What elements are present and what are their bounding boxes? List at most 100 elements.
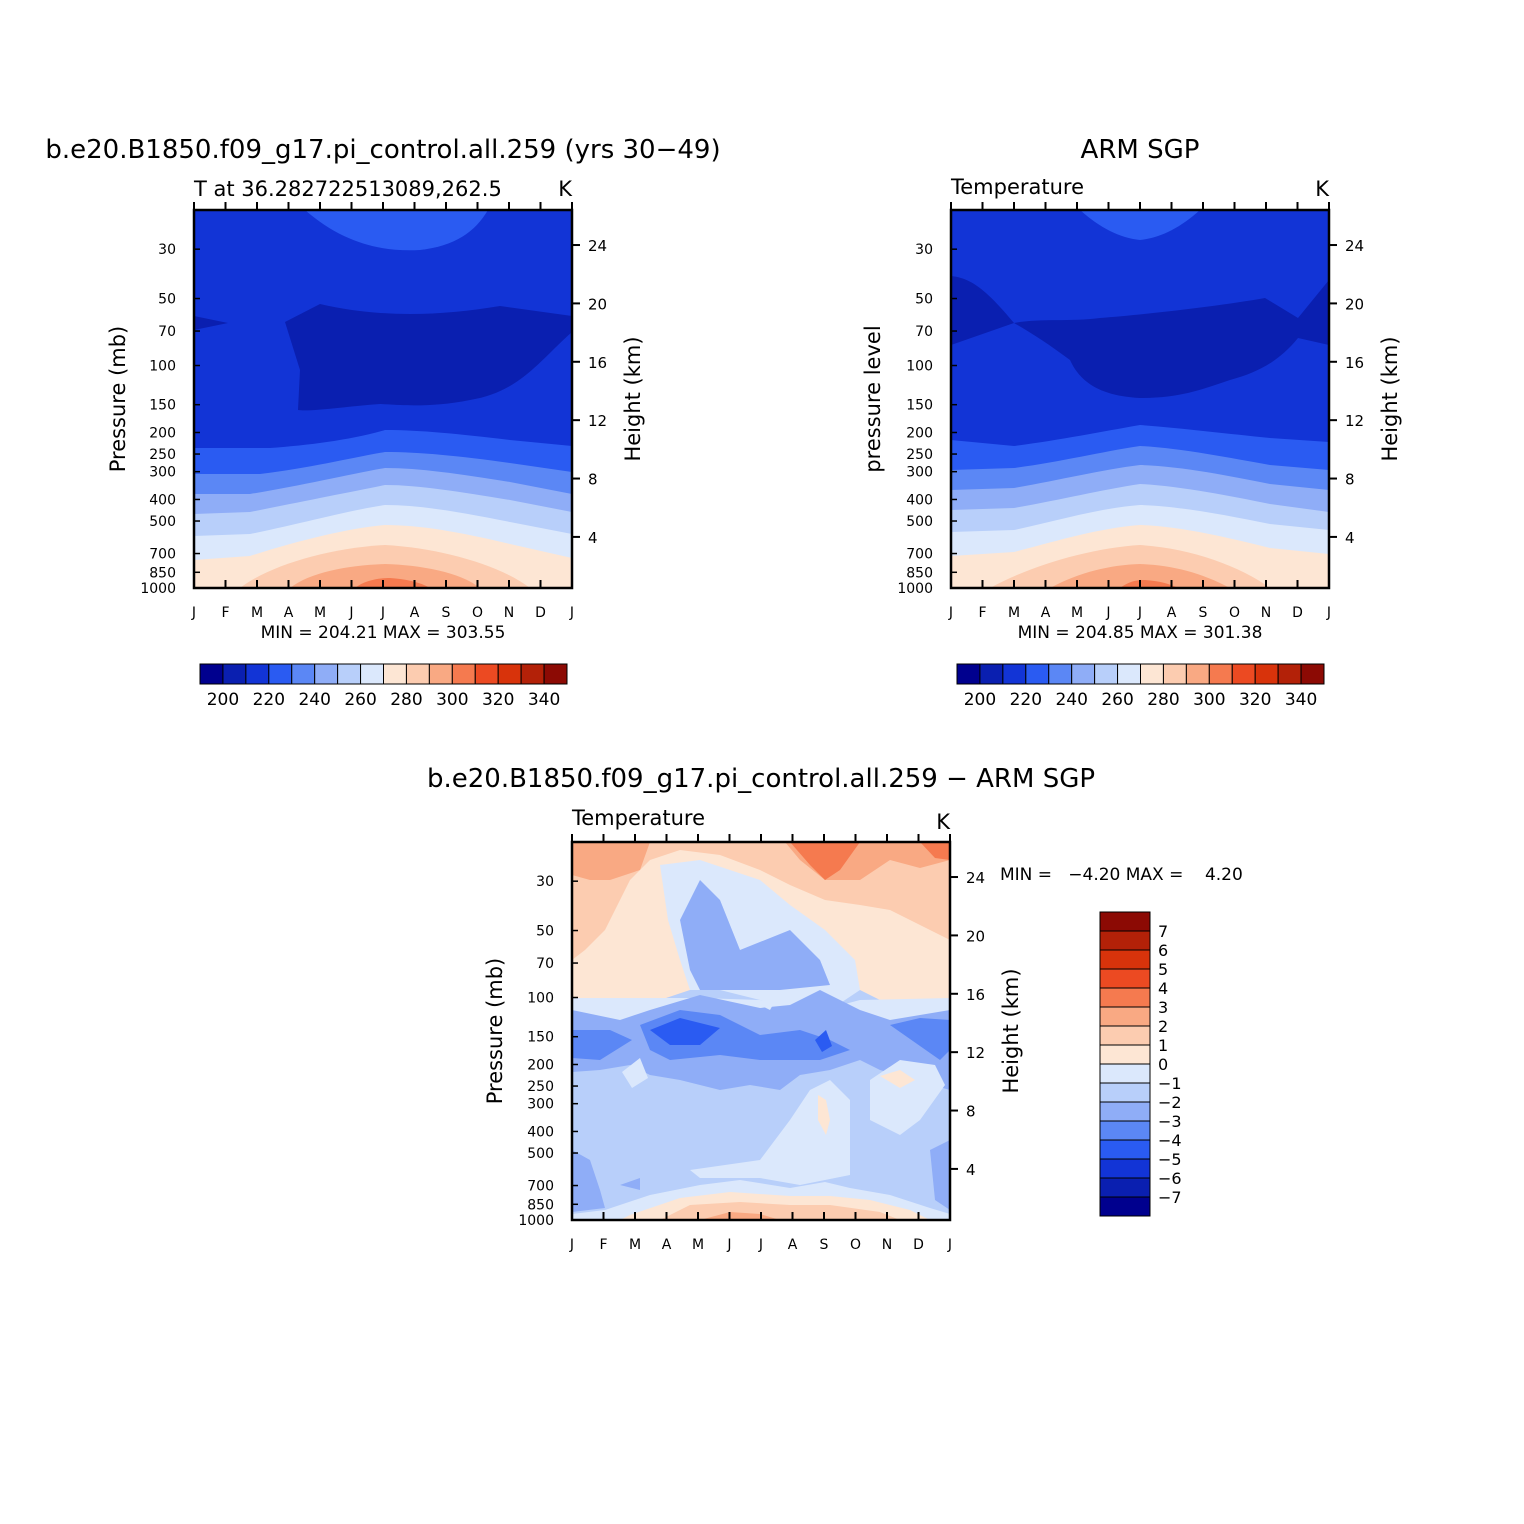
colorbar-box — [291, 663, 316, 685]
x-tick-label: A — [284, 605, 294, 621]
y-tick-label: 850 — [149, 565, 176, 581]
x-tick-label: N — [882, 1237, 892, 1253]
obs-units: K — [1315, 177, 1330, 201]
x-tick-label: S — [1199, 605, 1208, 621]
x-tick-label: M — [251, 605, 263, 621]
colorbar-box — [1140, 663, 1164, 685]
x-tick-label: A — [662, 1237, 672, 1253]
colorbar-box — [1099, 1158, 1151, 1179]
colorbar-label: −4 — [1158, 1131, 1182, 1150]
x-tick-label: F — [221, 605, 229, 621]
y-tick-label: 50 — [536, 924, 554, 940]
colorbar-label: 6 — [1158, 941, 1168, 960]
colorbar-label: 4 — [1158, 979, 1168, 998]
x-tick-label: J — [1105, 605, 1110, 621]
colorbar-box — [1185, 663, 1210, 685]
colorbar-box — [1117, 663, 1141, 685]
colorbar-label: 3 — [1158, 998, 1168, 1017]
colorbar-label: 320 — [1239, 690, 1271, 710]
colorbar-box — [1099, 911, 1151, 932]
y-tick-label: 1000 — [897, 581, 933, 597]
y-tick-label: 200 — [906, 425, 933, 441]
diff-band-lower-warm0 — [572, 1060, 950, 1220]
diff-axis-ticks: J F M A M J J A S O N D J 30 50 70 100 150 200 250 300 400 500… — [518, 834, 985, 1253]
colorbar-box — [1231, 663, 1256, 685]
colorbar-box — [1025, 663, 1050, 685]
y-right-tick-label: 4 — [966, 1161, 976, 1179]
x-tick-label: M — [692, 1237, 704, 1253]
colorbar-box — [1162, 663, 1187, 685]
model-left-subtitle: T at 36.282722513089,262.5 — [193, 177, 502, 201]
y-tick-label: 850 — [906, 565, 933, 581]
y-tick-label: 50 — [915, 292, 933, 308]
x-tick-label: S — [820, 1237, 829, 1253]
y-tick-label: 100 — [527, 991, 554, 1007]
colorbar-box — [268, 663, 293, 685]
colorbar-label: 240 — [1055, 690, 1087, 710]
x-tick-label: J — [191, 605, 196, 621]
colorbar-box — [1099, 1044, 1151, 1065]
colorbar-box — [1277, 663, 1302, 685]
y-tick-label: 100 — [149, 359, 176, 375]
colorbar-box — [1048, 663, 1073, 685]
x-tick-label: N — [1261, 605, 1271, 621]
y-tick-label: 150 — [527, 1030, 554, 1046]
model-ylabel: Pressure (mb) — [106, 326, 130, 473]
y-tick-label: 200 — [527, 1057, 554, 1073]
x-tick-label: J — [758, 1237, 763, 1253]
colorbar-label: 0 — [1158, 1055, 1168, 1074]
model-colorbar: 200 220 240 260 280 300 320 340 — [199, 663, 568, 710]
x-tick-label: D — [1292, 605, 1303, 621]
x-tick-label: S — [442, 605, 451, 621]
x-tick-label: O — [1229, 605, 1240, 621]
obs-colorbar: 200 220 240 260 280 300 320 340 — [956, 663, 1325, 710]
y-tick-label: 200 — [149, 425, 176, 441]
colorbar-label: −2 — [1158, 1093, 1182, 1112]
diff-contour-fill — [572, 842, 950, 1220]
x-tick-label: A — [1041, 605, 1051, 621]
x-tick-label: M — [314, 605, 326, 621]
obs-contour-fill — [951, 210, 1329, 588]
y-tick-label: 30 — [536, 874, 554, 890]
obs-left-subtitle: Temperature — [950, 175, 1084, 199]
x-tick-label: D — [913, 1237, 924, 1253]
colorbar-label: −7 — [1158, 1188, 1182, 1207]
x-tick-label: J — [569, 1237, 574, 1253]
obs-band-cold-core — [951, 276, 1329, 398]
y-right-tick-label: 24 — [1345, 237, 1364, 255]
y-tick-label: 70 — [158, 324, 176, 340]
colorbar-box — [199, 663, 224, 685]
x-tick-label: J — [569, 605, 574, 621]
colorbar-box — [383, 663, 407, 685]
colorbar-box — [314, 663, 339, 685]
colorbar-label: 240 — [298, 690, 330, 710]
colorbar-label: 1 — [1158, 1036, 1168, 1055]
model-band-310 — [355, 578, 430, 588]
colorbar-label: 300 — [436, 690, 468, 710]
colorbar-label: 200 — [964, 690, 996, 710]
colorbar-box — [245, 663, 270, 685]
y-right-tick-label: 8 — [1345, 471, 1355, 489]
colorbar-label: −1 — [1158, 1074, 1182, 1093]
obs-ylabel-right: Height (km) — [1378, 336, 1402, 461]
y-right-tick-label: 16 — [966, 986, 985, 1004]
x-tick-label: N — [504, 605, 514, 621]
y-tick-label: 30 — [915, 242, 933, 258]
colorbar-box — [337, 663, 362, 685]
colorbar-box — [1099, 1120, 1151, 1141]
y-tick-label: 700 — [149, 547, 176, 563]
y-tick-label: 850 — [527, 1197, 554, 1213]
diff-units: K — [936, 810, 951, 834]
colorbar-box — [360, 663, 384, 685]
obs-axis-ticks: J F M A M J J A S O N D J 30 50 70 100 150 200 250 300 400 500… — [897, 202, 1364, 621]
colorbar-label: 280 — [1147, 690, 1179, 710]
y-tick-label: 1000 — [518, 1213, 554, 1229]
colorbar-box — [1094, 663, 1119, 685]
colorbar-label: −5 — [1158, 1150, 1182, 1169]
y-tick-label: 500 — [527, 1146, 554, 1162]
x-tick-label: F — [599, 1237, 607, 1253]
y-right-tick-label: 16 — [588, 354, 607, 372]
obs-ylabel: pressure level — [861, 325, 885, 472]
